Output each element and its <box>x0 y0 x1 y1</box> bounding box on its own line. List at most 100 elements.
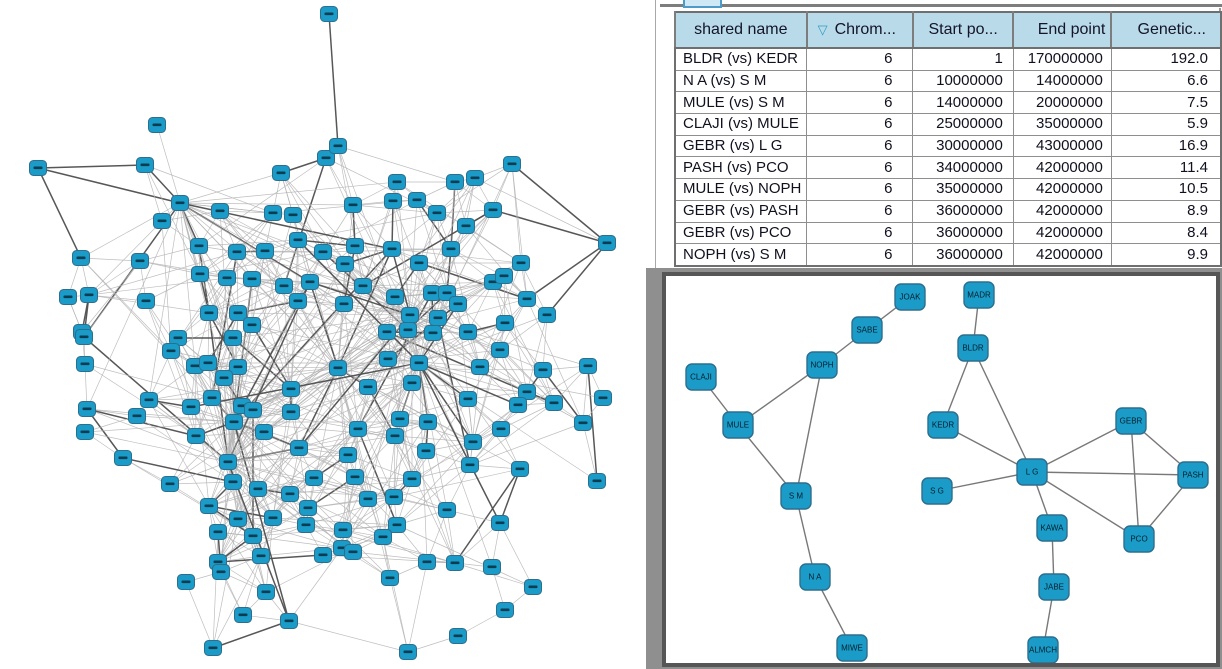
column-header-chrom[interactable]: ▽ Chrom... <box>805 11 914 49</box>
column-header-name[interactable]: shared name <box>674 11 808 49</box>
table-row[interactable]: N A (vs) S M 6 10000000 14000000 6.6 <box>674 69 1222 93</box>
network-node[interactable] <box>419 414 437 430</box>
network-node-bldr[interactable]: BLDR <box>957 334 989 362</box>
network-node[interactable] <box>381 570 399 586</box>
network-node[interactable] <box>218 270 236 286</box>
network-node[interactable] <box>403 375 421 391</box>
network-node[interactable] <box>244 402 262 418</box>
overview-network-canvas[interactable] <box>0 0 655 669</box>
network-node[interactable] <box>78 401 96 417</box>
column-header-genetic[interactable]: Genetic... <box>1110 11 1222 49</box>
network-node[interactable] <box>524 579 542 595</box>
network-node[interactable] <box>228 244 246 260</box>
network-node[interactable] <box>203 390 221 406</box>
network-node[interactable] <box>428 205 446 221</box>
network-node[interactable] <box>334 522 352 538</box>
network-node[interactable] <box>346 469 364 485</box>
network-node[interactable] <box>417 443 435 459</box>
network-node[interactable] <box>491 342 509 358</box>
network-node[interactable] <box>284 207 302 223</box>
network-node[interactable] <box>137 293 155 309</box>
network-node[interactable] <box>140 392 158 408</box>
network-node[interactable] <box>598 235 616 251</box>
network-node[interactable] <box>518 291 536 307</box>
network-node[interactable] <box>403 471 421 487</box>
network-node[interactable] <box>349 421 367 437</box>
network-node[interactable] <box>344 544 362 560</box>
network-node[interactable] <box>483 559 501 575</box>
network-node[interactable] <box>359 379 377 395</box>
network-node[interactable] <box>209 524 227 540</box>
network-node[interactable] <box>423 285 441 301</box>
network-node[interactable] <box>224 474 242 490</box>
network-node[interactable] <box>162 343 180 359</box>
network-node[interactable] <box>72 250 90 266</box>
network-node[interactable] <box>339 447 357 463</box>
network-node-noph[interactable]: NOPH <box>806 351 838 379</box>
network-node[interactable] <box>457 218 475 234</box>
network-node[interactable] <box>401 307 419 323</box>
network-node-miwe[interactable]: MIWE <box>836 634 868 662</box>
network-node[interactable] <box>215 370 233 386</box>
network-node-pash[interactable]: PASH <box>1177 461 1209 489</box>
network-node[interactable] <box>169 330 187 346</box>
network-node[interactable] <box>579 358 597 374</box>
network-node[interactable] <box>229 359 247 375</box>
network-node[interactable] <box>410 355 428 371</box>
network-node[interactable] <box>511 461 529 477</box>
network-node-joak[interactable]: JOAK <box>894 283 926 311</box>
network-node[interactable] <box>594 390 612 406</box>
network-node-n-a[interactable]: N A <box>799 563 831 591</box>
network-node[interactable] <box>282 404 300 420</box>
network-node[interactable] <box>289 293 307 309</box>
network-node[interactable] <box>336 256 354 272</box>
network-node[interactable] <box>388 517 406 533</box>
network-node-kawa[interactable]: KAWA <box>1036 514 1068 542</box>
network-node[interactable] <box>344 197 362 213</box>
network-node[interactable] <box>171 195 189 211</box>
network-node[interactable] <box>148 117 166 133</box>
network-node[interactable] <box>388 174 406 190</box>
network-node[interactable] <box>335 296 353 312</box>
network-node[interactable] <box>200 305 218 321</box>
network-node[interactable] <box>305 470 323 486</box>
network-node[interactable] <box>256 243 274 259</box>
table-row[interactable]: CLAJI (vs) MULE 6 25000000 35000000 5.9 <box>674 113 1222 136</box>
network-node[interactable] <box>424 325 442 341</box>
network-node[interactable] <box>257 584 275 600</box>
network-node-mule[interactable]: MULE <box>722 411 754 439</box>
network-node[interactable] <box>385 489 403 505</box>
network-node[interactable] <box>538 307 556 323</box>
network-node[interactable] <box>234 607 252 623</box>
network-node[interactable] <box>484 202 502 218</box>
network-node[interactable] <box>114 450 132 466</box>
network-node[interactable] <box>384 193 402 209</box>
table-row[interactable]: MULE (vs) S M 6 14000000 20000000 7.5 <box>674 91 1222 115</box>
network-node[interactable] <box>545 395 563 411</box>
table-row[interactable]: PASH (vs) PCO 6 34000000 42000000 11.4 <box>674 156 1222 180</box>
network-node[interactable] <box>386 289 404 305</box>
network-node[interactable] <box>383 241 401 257</box>
network-node[interactable] <box>219 454 237 470</box>
network-node[interactable] <box>429 310 447 326</box>
network-node[interactable] <box>466 170 484 186</box>
network-node-s-m[interactable]: S M <box>780 482 812 510</box>
network-node[interactable] <box>379 351 397 367</box>
network-node[interactable] <box>290 440 308 456</box>
network-node-almch[interactable]: ALMCH <box>1027 636 1059 663</box>
network-node[interactable] <box>495 268 513 284</box>
network-node[interactable] <box>211 203 229 219</box>
network-node[interactable] <box>386 428 404 444</box>
network-node[interactable] <box>329 138 347 154</box>
table-row[interactable]: GEBR (vs) PCO 6 36000000 42000000 8.4 <box>674 221 1222 245</box>
panel-tab-fragment[interactable] <box>683 0 722 8</box>
network-node[interactable] <box>399 322 417 338</box>
network-node[interactable] <box>509 397 527 413</box>
network-node[interactable] <box>275 278 293 294</box>
network-node[interactable] <box>272 165 290 181</box>
network-node[interactable] <box>229 305 247 321</box>
network-node-kedr[interactable]: KEDR <box>927 411 959 439</box>
network-node[interactable] <box>459 391 477 407</box>
network-node[interactable] <box>317 150 335 166</box>
network-node[interactable] <box>391 411 409 427</box>
